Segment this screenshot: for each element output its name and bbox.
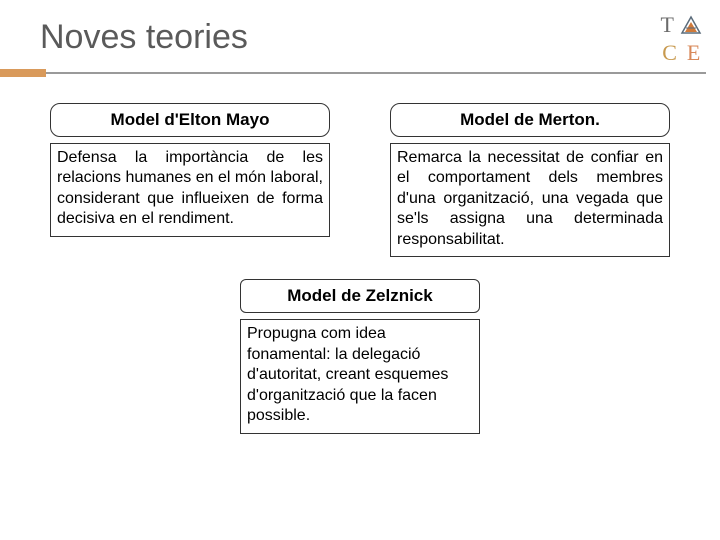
divider-rule [0, 69, 720, 77]
card-zelznick: Model de Zelznick Propugna com idea fona… [240, 279, 480, 433]
card-zelznick-body: Propugna com idea fonamental: la delegac… [240, 319, 480, 433]
logo-letter-t: T [661, 12, 674, 38]
card-merton: Model de Merton. Remarca la necessitat d… [390, 103, 670, 257]
logo-triangle-icon [680, 15, 702, 35]
card-merton-title: Model de Merton. [390, 103, 670, 137]
slide-title: Noves teories [40, 18, 720, 57]
logo-letter-e: E [687, 40, 700, 66]
card-mayo-body: Defensa la importància de les relacions … [50, 143, 330, 237]
logo: T C E [661, 12, 702, 66]
card-merton-body: Remarca la necessitat de confiar en el c… [390, 143, 670, 257]
card-mayo-title: Model d'Elton Mayo [50, 103, 330, 137]
divider-line [46, 72, 706, 74]
logo-bottom-row: C E [661, 40, 702, 66]
divider-accent [0, 69, 46, 77]
card-mayo: Model d'Elton Mayo Defensa la importànci… [50, 103, 330, 257]
logo-top-row: T [661, 12, 702, 38]
top-row: Model d'Elton Mayo Defensa la importànci… [30, 103, 690, 257]
card-zelznick-title: Model de Zelznick [240, 279, 480, 313]
logo-letter-c: C [662, 40, 677, 66]
slide-header: Noves teories T C E [0, 0, 720, 57]
slide-content: Model d'Elton Mayo Defensa la importànci… [0, 77, 720, 434]
